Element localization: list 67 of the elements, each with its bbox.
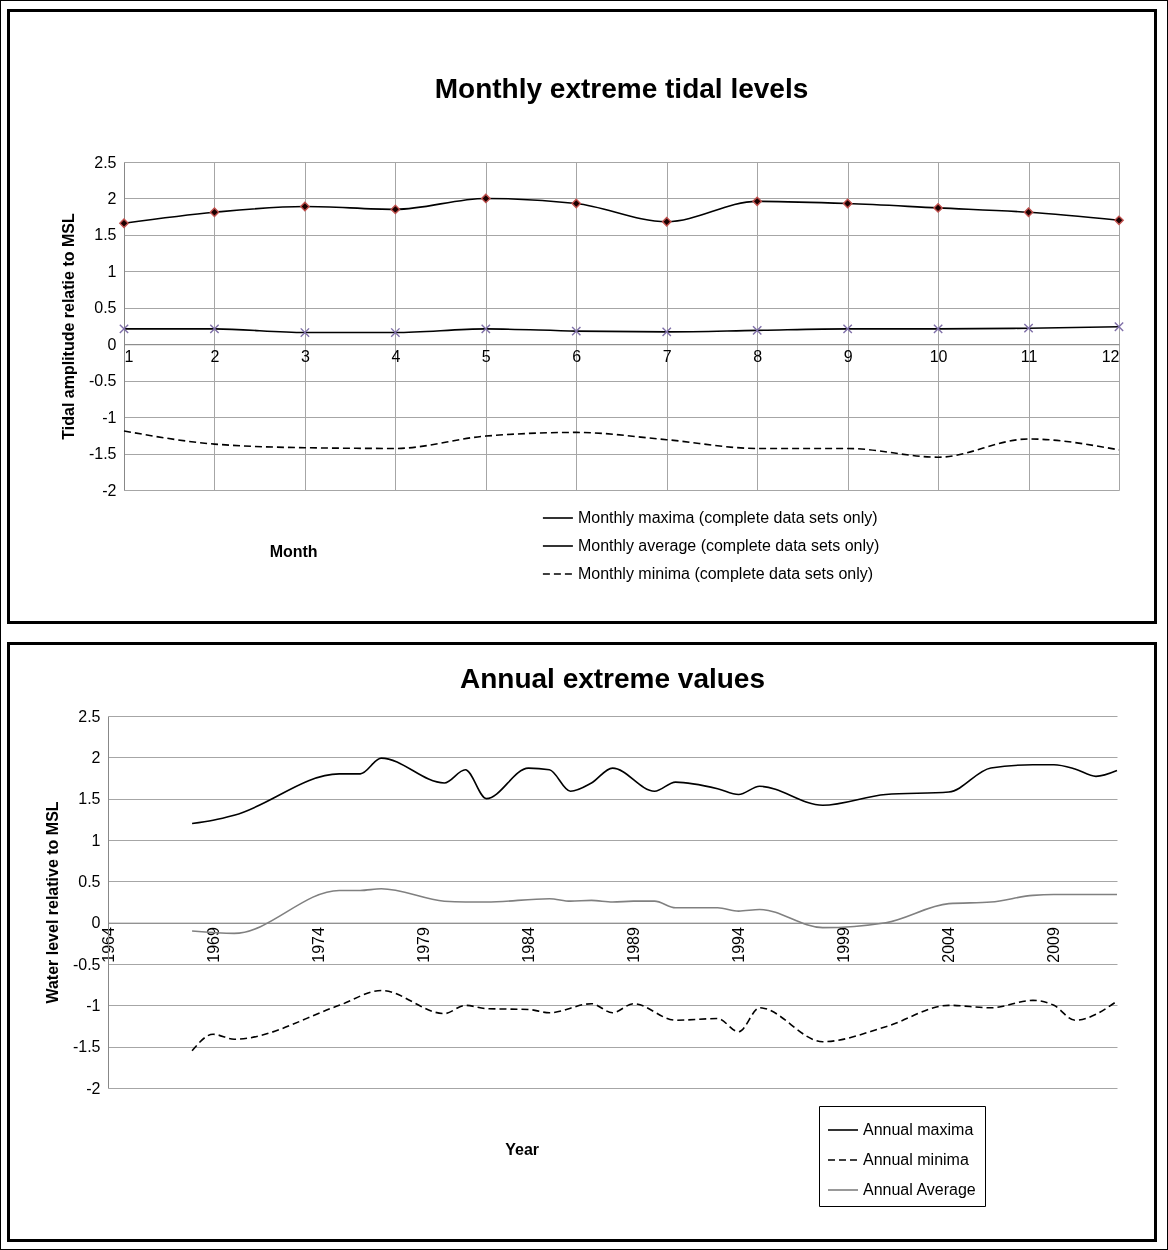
- x-axis-title: Month: [269, 542, 318, 560]
- point: [1114, 215, 1124, 226]
- x-tick-label: 11: [1020, 347, 1038, 365]
- point: [390, 204, 401, 215]
- x-tick-label: 2009: [1045, 927, 1063, 963]
- x-tick-label: 10: [929, 347, 948, 365]
- x-tick-label: 1999: [835, 927, 853, 963]
- y-tick-label: 1: [107, 262, 117, 280]
- y-tick-label: -1: [102, 408, 117, 426]
- y-tick-label: 0.5: [78, 872, 101, 890]
- chart-title: Monthly extreme tidal levels: [434, 73, 809, 104]
- x-tick-label: 1994: [730, 927, 748, 963]
- y-tick-label: 0: [107, 335, 117, 353]
- x-tick-label: 3: [300, 347, 310, 365]
- point: [571, 198, 582, 209]
- legend-label: Annual maxima: [863, 1121, 974, 1138]
- y-tick-label: 1.5: [78, 790, 101, 808]
- x-tick-label: 4: [391, 347, 401, 365]
- y-tick-label: 1.5: [94, 226, 117, 244]
- x-tick-label: 6: [572, 347, 582, 365]
- legend-label: Annual Average: [863, 1181, 976, 1198]
- x-tick-label: 1: [124, 347, 134, 365]
- point: [119, 218, 129, 229]
- point: [480, 193, 491, 204]
- x-tick-label: 1984: [519, 927, 537, 963]
- x-tick-label: 7: [662, 347, 672, 365]
- x-tick-label: 2: [210, 347, 220, 365]
- legend-label: Annual minima: [863, 1151, 969, 1168]
- y-tick-label: -0.5: [72, 955, 101, 973]
- line-series: [191, 989, 1118, 1052]
- x-tick-label: 1989: [625, 927, 643, 963]
- y-tick-label: 2.5: [78, 707, 101, 725]
- y-tick-label: -1.5: [88, 445, 117, 463]
- y-tick-label: 1: [91, 831, 101, 849]
- point: [1023, 207, 1034, 218]
- y-tick-label: 2: [107, 189, 117, 207]
- legend-label: Monthly maxima (complete data sets only): [577, 509, 878, 526]
- chart-title: Annual extreme values: [459, 663, 766, 694]
- x-tick-label: 2004: [940, 927, 958, 963]
- x-tick-label: 12: [1101, 347, 1120, 365]
- y-tick-label: -2: [86, 1079, 101, 1097]
- x-tick-label: 1974: [309, 927, 327, 963]
- x-tick-label: 8: [753, 347, 763, 365]
- y-tick-label: -1: [86, 996, 101, 1014]
- x-tick-label: 1979: [414, 927, 432, 963]
- y-axis-title: Tidal amplitude relatie to MSL: [59, 213, 77, 440]
- point: [842, 198, 853, 209]
- y-tick-label: -1.5: [72, 1038, 101, 1056]
- legend-label: Monthly minima (complete data sets only): [577, 565, 874, 582]
- x-tick-label: 1969: [204, 927, 222, 963]
- point: [661, 216, 672, 227]
- x-axis-title: Year: [505, 1140, 540, 1158]
- point: [300, 201, 310, 212]
- point: [933, 203, 943, 213]
- line-series: [191, 757, 1118, 825]
- y-tick-label: 0.5: [94, 299, 117, 317]
- y-tick-label: -2: [102, 481, 117, 499]
- x-tick-label: 9: [843, 347, 853, 365]
- y-tick-label: 2: [91, 748, 101, 766]
- y-axis-title: Water level relative to MSL: [43, 801, 61, 1004]
- y-tick-label: 0: [91, 914, 101, 932]
- y-tick-label: -0.5: [88, 372, 117, 390]
- point: [752, 196, 763, 207]
- y-tick-label: 2.5: [94, 153, 117, 171]
- x-tick-label: 5: [481, 347, 491, 365]
- legend-label: Monthly average (complete data sets only): [577, 537, 880, 554]
- point: [209, 207, 220, 218]
